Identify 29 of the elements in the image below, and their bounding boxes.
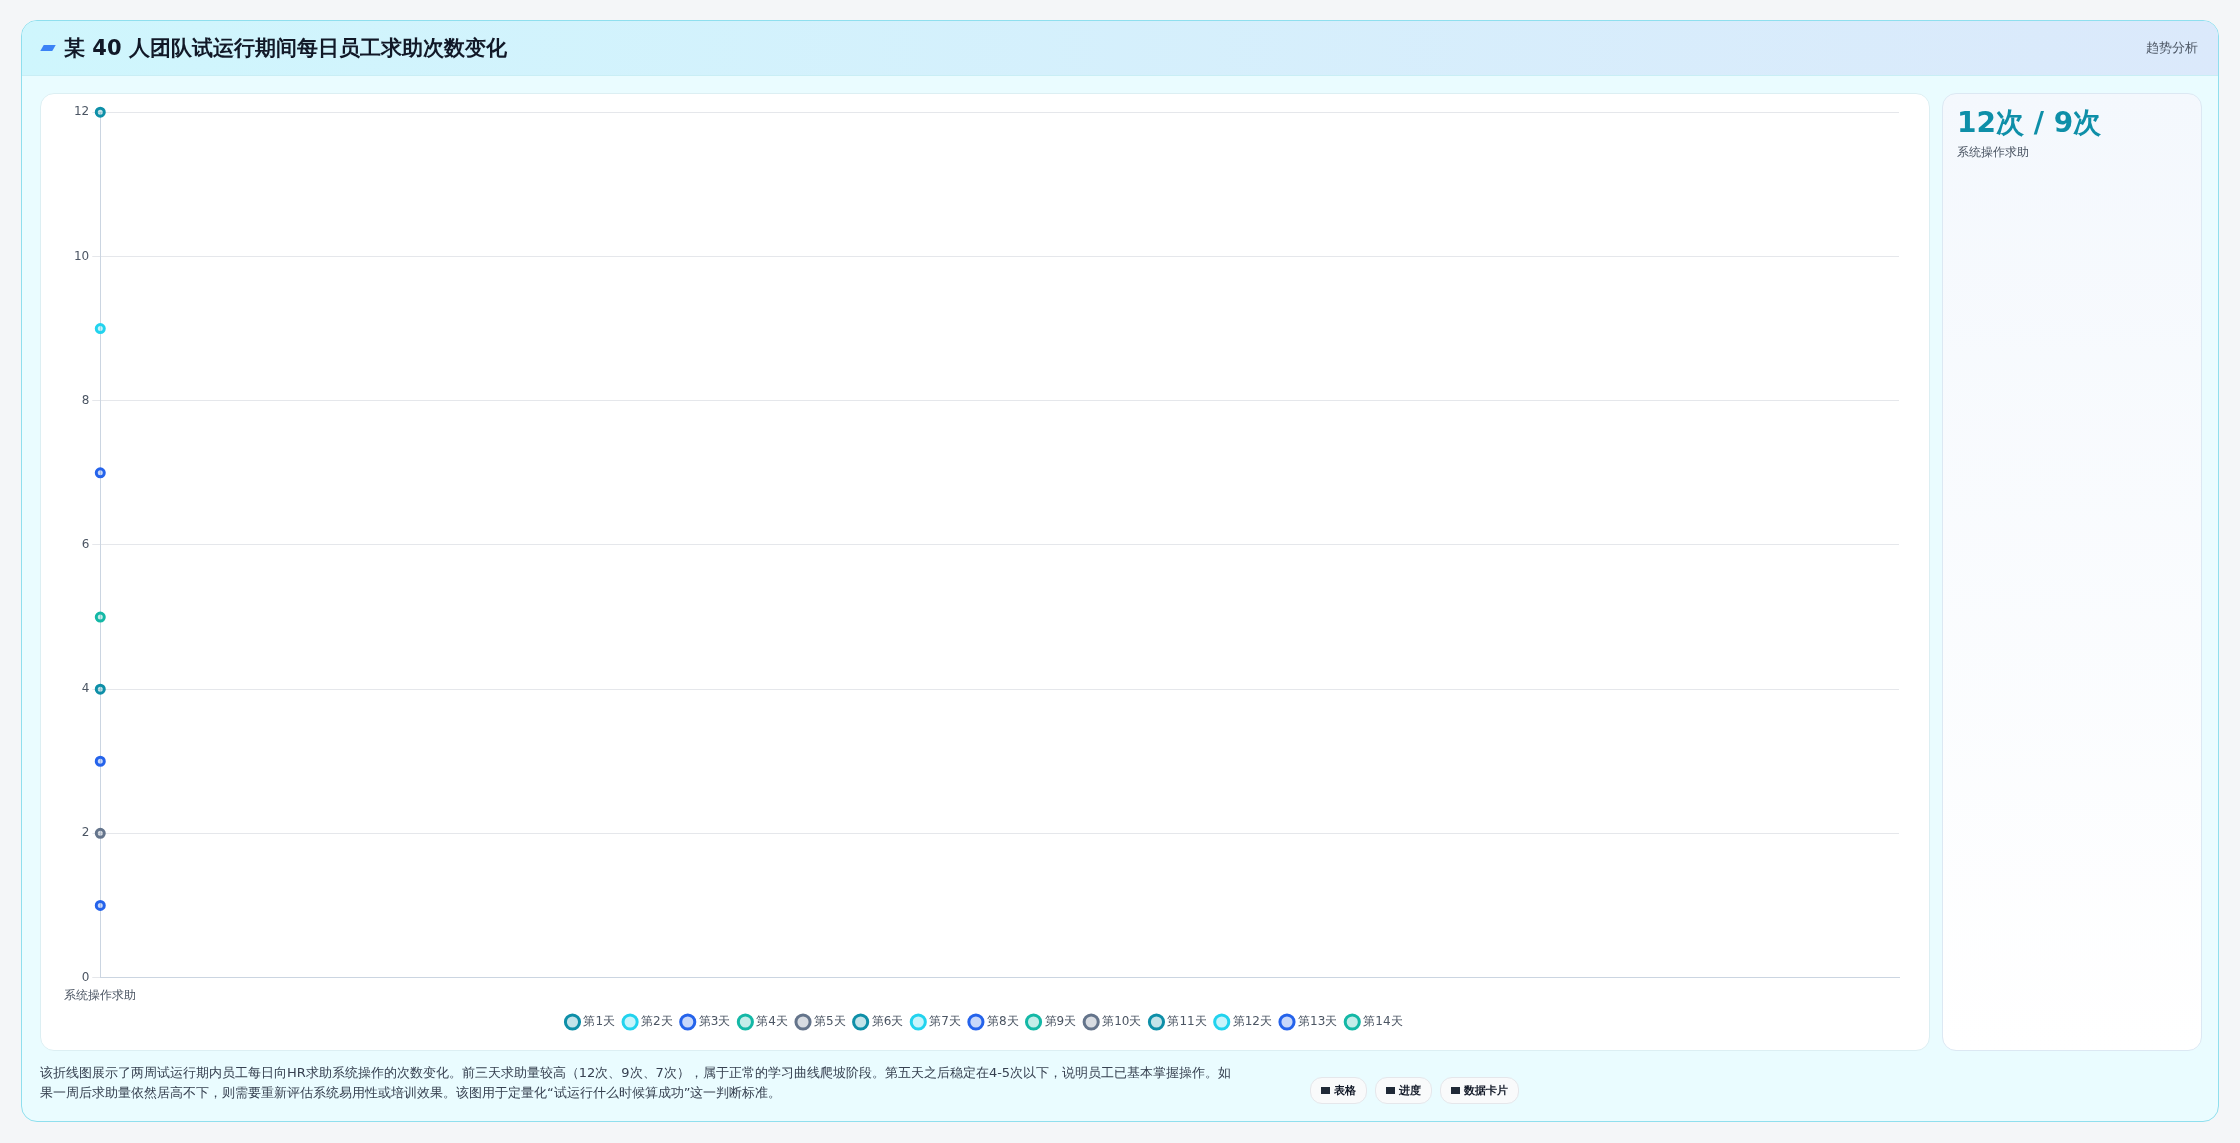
text: 某 40 人团队试运行期间每日员工求助次数变化 [64,35,508,62]
y-tick-label: 8 [81,392,90,407]
text: 进度 [1399,1083,1421,1098]
y-tick-label: 4 [81,681,90,696]
legend-label: 第8天 [986,1014,1019,1029]
legend-label: 第6天 [871,1014,904,1029]
legend-label: 第3天 [698,1014,731,1029]
y-tick-label: 2 [81,825,90,840]
legend-label: 第4天 [756,1014,789,1029]
legend-label: 第9天 [1044,1014,1077,1029]
legend-label: 第10天 [1102,1014,1142,1029]
y-tick-label: 0 [81,969,90,984]
y-tick-label: 6 [81,537,90,552]
y-tick-label: 10 [73,248,90,263]
text: 系统操作求助 [1957,144,2030,161]
legend-label: 第12天 [1232,1014,1272,1029]
legend-label: 第1天 [583,1014,616,1029]
legend-label: 第11天 [1167,1014,1207,1029]
legend-label: 第7天 [929,1014,961,1029]
text: 趋势分析 [2146,39,2198,57]
text: 表格 [1334,1083,1356,1098]
legend-label: 第5天 [814,1014,846,1029]
legend-label: 第14天 [1363,1014,1403,1029]
text: 数据卡片 [1464,1083,1508,1098]
legend-label: 第2天 [641,1014,673,1029]
legend-label: 第13天 [1297,1014,1338,1029]
text: 该折线图展示了两周试运行期内员工每日向HR求助系统操作的次数变化。前三天求助量较高（12次、9次、7次），属于正常的学习曲线爬坡阶段。第五天之后稳定在4-5次以下，说明员工已基本掌握操作。如果一周后求助量依然居高不下，则需要重新评估系统易用性或培训效果。该图用于定量化“试运行什么时候算成功”这一判断标准。 [40,1064,1233,1102]
text: 12次 / 9次 [1957,105,2103,141]
y-tick-label: 12 [73,104,90,119]
